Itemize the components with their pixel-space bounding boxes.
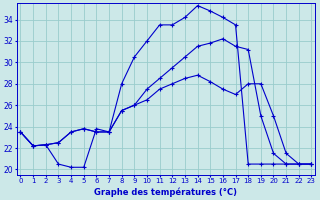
X-axis label: Graphe des températures (°C): Graphe des températures (°C) <box>94 187 237 197</box>
